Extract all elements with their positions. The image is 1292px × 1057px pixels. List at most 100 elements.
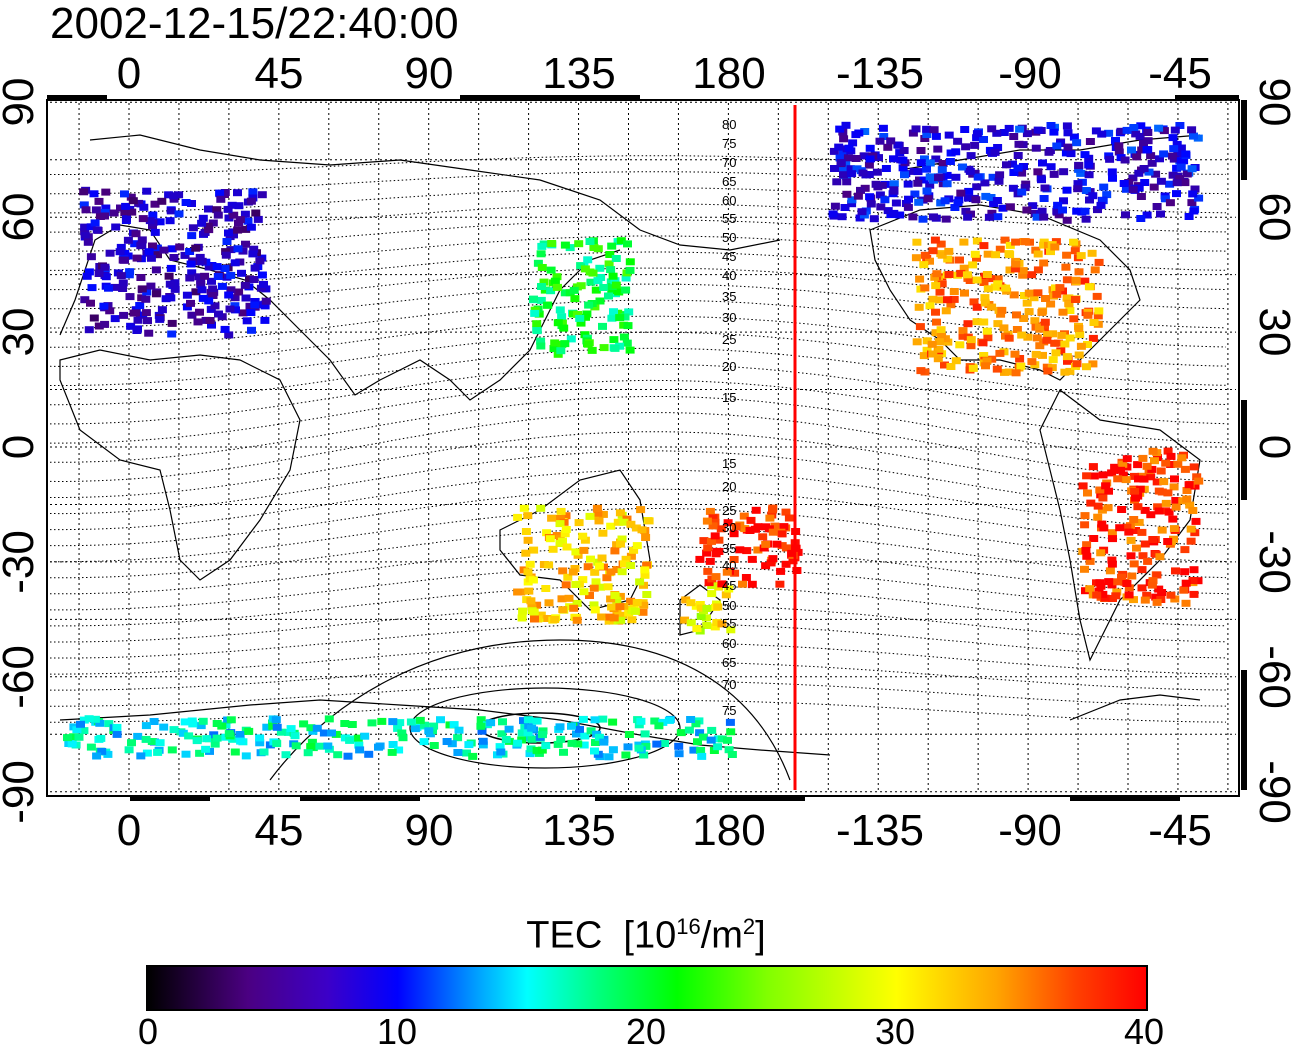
tec-pixel xyxy=(697,752,707,760)
tec-pixel xyxy=(192,737,202,745)
tec-pixel xyxy=(1013,164,1023,172)
tec-pixel xyxy=(141,722,151,730)
tec-pixel xyxy=(1180,546,1190,554)
tec-pixel xyxy=(323,742,333,750)
tec-pixel xyxy=(569,286,579,294)
tec-pixel xyxy=(571,548,581,556)
tec-pixel xyxy=(951,173,961,181)
tec-pixel xyxy=(708,522,718,530)
tec-pixel xyxy=(942,180,952,188)
top-lon-tick: 180 xyxy=(692,49,765,98)
tec-pixel xyxy=(839,149,848,157)
tec-pixel xyxy=(586,555,595,563)
tec-pixel xyxy=(1069,238,1079,246)
tec-pixel xyxy=(86,223,96,231)
tec-pixel xyxy=(1157,526,1167,534)
tec-pixel xyxy=(1100,594,1110,602)
tec-pixel xyxy=(133,732,143,740)
tec-pixel xyxy=(615,342,625,350)
tec-pixel xyxy=(1048,330,1058,338)
tec-pixel xyxy=(1083,341,1092,348)
colorbar-unit-prefix: [10 xyxy=(623,914,677,957)
tec-pixel xyxy=(1181,150,1191,158)
tec-pixel xyxy=(525,750,535,758)
tec-pixel xyxy=(1168,152,1177,160)
tec-pixel xyxy=(597,554,607,562)
tec-pixel xyxy=(97,747,107,755)
tec-pixel xyxy=(1189,590,1199,598)
tec-pixel xyxy=(1182,487,1192,494)
tec-pixel xyxy=(972,254,981,262)
tec-pixel xyxy=(605,251,615,258)
right-lat-tick: 90 xyxy=(1250,78,1292,127)
tec-pixel xyxy=(1005,241,1015,249)
tec-pixel xyxy=(925,257,934,265)
tec-pixel xyxy=(1081,547,1091,554)
tec-pixel xyxy=(1040,184,1050,192)
mlat-contour xyxy=(50,680,1227,707)
tec-pixel xyxy=(246,309,256,316)
tec-pixel xyxy=(561,512,571,520)
tec-pixel xyxy=(913,179,923,187)
tec-pixel xyxy=(1074,325,1084,332)
tec-pixel xyxy=(599,344,609,352)
tec-pixel xyxy=(100,212,109,220)
tec-pixel xyxy=(589,244,599,251)
tec-pixel xyxy=(941,307,951,315)
tec-pixel xyxy=(424,727,434,735)
tec-pixel xyxy=(87,284,97,292)
tec-pixel xyxy=(871,180,881,188)
tec-pixel xyxy=(727,751,737,758)
tec-pixel xyxy=(899,147,909,154)
tec-pixel xyxy=(1039,195,1049,202)
tec-pixel xyxy=(841,121,851,129)
tec-pixel xyxy=(1140,596,1150,604)
tec-pixel xyxy=(1180,568,1190,576)
tec-pixel xyxy=(1102,191,1112,199)
tec-pixel xyxy=(220,189,230,196)
tec-pixel xyxy=(1194,477,1204,485)
tec-pixel xyxy=(918,215,928,223)
tec-pixel xyxy=(340,720,350,727)
tec-pixel xyxy=(714,536,724,544)
tec-pixel xyxy=(703,567,713,575)
tec-pixel xyxy=(367,719,377,727)
tec-pixel xyxy=(233,245,243,253)
tec-pixel xyxy=(1156,177,1166,185)
tec-pixel xyxy=(881,165,891,172)
tec-pixel xyxy=(255,739,265,747)
tec-pixel xyxy=(980,294,990,302)
tec-pixel xyxy=(393,724,403,732)
tec-pixel xyxy=(137,285,147,293)
tec-pixel xyxy=(1177,454,1187,462)
tec-pixel xyxy=(1050,243,1060,251)
tec-pixel xyxy=(230,294,240,302)
tec-pixel xyxy=(972,134,982,142)
tec-pixel xyxy=(1013,152,1023,159)
tec-pixel xyxy=(272,740,282,748)
tec-pixel xyxy=(136,752,146,760)
tec-pixel xyxy=(550,277,560,285)
tec-pixel xyxy=(676,729,686,737)
tec-pixel xyxy=(224,214,234,222)
tec-pixel xyxy=(993,320,1003,328)
tec-pixel xyxy=(116,243,126,251)
tec-pixel xyxy=(530,309,540,317)
tec-pixel xyxy=(919,352,929,360)
tec-pixel xyxy=(449,721,459,729)
tec-pixel xyxy=(608,272,618,280)
mlat-label-south: 45 xyxy=(722,578,736,593)
tec-pixel xyxy=(249,245,259,253)
left-lat-tick: -60 xyxy=(0,645,43,709)
tec-pixel xyxy=(993,213,1003,221)
tec-pixel xyxy=(1159,127,1169,135)
tec-pixel xyxy=(830,202,840,210)
tec-pixel xyxy=(1143,137,1153,145)
tec-pixel xyxy=(987,209,997,217)
tec-pixel xyxy=(394,746,404,754)
tec-pixel xyxy=(395,719,405,727)
tec-pixel xyxy=(101,273,111,281)
tec-pixel xyxy=(629,546,639,554)
tec-pixel xyxy=(244,727,254,735)
tec-pixel xyxy=(995,171,1005,179)
